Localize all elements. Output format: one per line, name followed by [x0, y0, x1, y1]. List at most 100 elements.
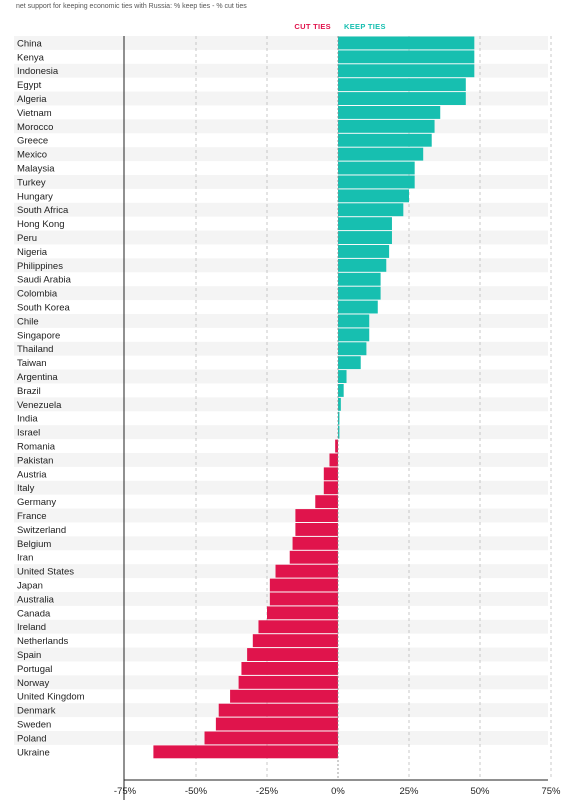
label-colombia: Colombia — [17, 289, 58, 300]
bar-argentina — [338, 370, 347, 383]
bar-ukraine — [153, 745, 338, 759]
label-portugal: Portugal — [17, 664, 52, 675]
label-greece: Greece — [17, 136, 48, 147]
label-canada: Canada — [17, 608, 51, 619]
label-australia: Australia — [17, 594, 55, 605]
bar-malaysia — [338, 161, 415, 175]
legend-keep-ties: KEEP TIES — [344, 22, 386, 31]
label-turkey: Turkey — [17, 177, 46, 188]
bar-belgium — [292, 536, 338, 550]
label-venezuela: Venezuela — [17, 400, 62, 411]
x-tick-label: -50% — [185, 786, 208, 797]
bar-peru — [338, 231, 392, 244]
row-band — [14, 175, 548, 189]
label-brazil: Brazil — [17, 386, 41, 397]
row-band — [14, 480, 548, 495]
bar-switzerland — [295, 523, 338, 536]
legend-cut-ties: CUT TIES — [294, 22, 331, 31]
bar-morocco — [338, 119, 435, 133]
bar-portugal — [241, 662, 338, 675]
bar-israel — [338, 425, 340, 439]
bar-italy — [323, 481, 338, 495]
x-tick-label: -75% — [114, 786, 137, 797]
bar-austria — [323, 467, 338, 481]
bar-singapore — [338, 328, 370, 342]
label-netherlands: Netherlands — [17, 636, 68, 647]
label-norway: Norway — [17, 678, 49, 689]
row-band — [14, 147, 548, 162]
label-egypt: Egypt — [17, 80, 42, 91]
label-chile: Chile — [17, 316, 39, 327]
bar-ireland — [258, 620, 338, 634]
bar-denmark — [218, 703, 338, 717]
label-spain: Spain — [17, 650, 41, 661]
bar-japan — [269, 578, 338, 592]
label-singapore: Singapore — [17, 330, 60, 341]
label-saudi-arabia: Saudi Arabia — [17, 275, 72, 286]
label-nigeria: Nigeria — [17, 247, 48, 258]
bar-spain — [247, 648, 338, 661]
bar-hungary — [338, 189, 409, 203]
chart-subtitle: net support for keeping economic ties wi… — [16, 3, 247, 10]
bar-taiwan — [338, 356, 361, 370]
label-south-korea: South Korea — [17, 302, 71, 313]
bar-united-kingdom — [230, 689, 338, 703]
row-band — [14, 536, 548, 551]
bar-south-korea — [338, 300, 378, 314]
label-hungary: Hungary — [17, 191, 53, 202]
row-band — [14, 258, 548, 273]
bar-poland — [204, 731, 338, 745]
label-france: France — [17, 511, 47, 522]
label-denmark: Denmark — [17, 706, 56, 717]
bar-iran — [289, 550, 338, 564]
label-japan: Japan — [17, 580, 43, 591]
bar-algeria — [338, 92, 466, 105]
bar-saudi-arabia — [338, 272, 381, 286]
label-united-kingdom: United Kingdom — [17, 692, 85, 703]
label-taiwan: Taiwan — [17, 358, 47, 369]
label-romania: Romania — [17, 441, 56, 452]
label-argentina: Argentina — [17, 372, 58, 383]
bar-france — [295, 509, 338, 522]
row-band — [14, 425, 548, 440]
label-poland: Poland — [17, 733, 47, 744]
label-vietnam: Vietnam — [17, 108, 52, 119]
bar-romania — [335, 439, 338, 453]
label-philippines: Philippines — [17, 261, 63, 272]
x-tick-label: -25% — [256, 786, 279, 797]
label-ireland: Ireland — [17, 622, 46, 633]
label-pakistan: Pakistan — [17, 455, 53, 466]
bar-pakistan — [329, 453, 338, 467]
bar-sweden — [215, 717, 338, 731]
label-indonesia: Indonesia — [17, 66, 59, 77]
bar-philippines — [338, 258, 387, 272]
bar-norway — [238, 675, 338, 689]
x-tick-label: 50% — [470, 786, 490, 797]
bar-brazil — [338, 384, 344, 397]
row-band — [14, 202, 548, 217]
label-thailand: Thailand — [17, 344, 53, 355]
bar-colombia — [338, 286, 381, 300]
label-china: China — [17, 38, 43, 49]
row-band — [14, 119, 548, 134]
label-india: India — [17, 414, 38, 425]
bar-chile — [338, 314, 370, 328]
label-iran: Iran — [17, 553, 33, 564]
row-band — [14, 286, 548, 301]
bar-canada — [267, 606, 338, 620]
row-band — [14, 230, 548, 245]
label-malaysia: Malaysia — [17, 163, 55, 174]
label-ukraine: Ukraine — [17, 747, 50, 758]
legend: CUT TIES KEEP TIES — [0, 22, 573, 34]
bar-hong-kong — [338, 217, 392, 231]
label-united-states: United States — [17, 567, 74, 578]
row-band — [14, 397, 548, 412]
bar-turkey — [338, 175, 415, 189]
bar-indonesia — [338, 64, 475, 78]
x-tick-label: 0% — [331, 786, 345, 797]
label-israel: Israel — [17, 428, 40, 439]
row-band — [14, 314, 548, 328]
bar-mexico — [338, 147, 424, 161]
bar-vietnam — [338, 106, 441, 119]
